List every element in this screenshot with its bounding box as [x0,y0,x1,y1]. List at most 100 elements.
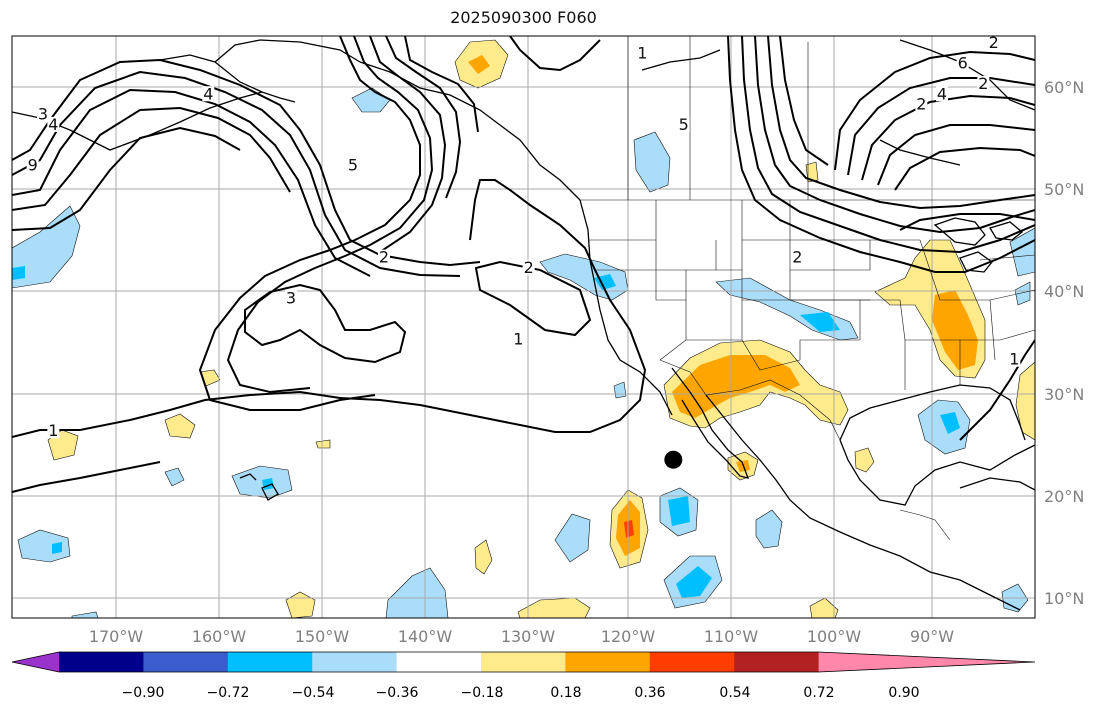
contour-label: 1 [513,329,523,348]
station-dot [664,450,683,469]
cold-anomaly-hawaii [231,465,293,499]
colorbar-tick-labels: −0.90 −0.72 −0.54 −0.36 −0.18 0.18 0.36 … [122,685,920,701]
contour-label-bg [37,106,49,122]
cold-anomaly-small-2 [164,467,185,487]
strong-cold-anomaly-small-5 [676,566,712,598]
political-borders [580,36,1035,541]
contour-label: 6 [958,54,968,73]
contour-lines [12,36,1035,493]
strong-cold-anomaly-rockies [800,312,840,332]
colorbar-tick-label: 0.54 [719,685,750,701]
lon-tick-150w: 150°W [295,627,350,646]
colorbar-swatch [396,652,482,672]
graticule [12,36,1035,618]
contour-label-bg [956,55,969,71]
colorbar-tick-label: 0.72 [803,685,834,701]
colorbar-swatch [312,652,398,672]
map-background [12,36,1035,618]
warm-anomaly-small-7 [854,447,875,473]
strong-cold-anomaly-small-4 [668,496,690,526]
colorbar-tick-label: −0.72 [207,685,250,701]
colorbar-swatch [565,652,651,672]
contour-label: 4 [937,84,947,103]
warm-anomaly-small-6 [809,597,839,618]
lat-tick-60n: 60°N [1044,78,1084,97]
warm-anomaly-small-5 [517,597,591,618]
contour-label-bg [202,86,215,102]
contour-label-bg [522,259,535,275]
cold-anomaly-small-6 [755,509,783,549]
contour-label: 5 [348,156,358,175]
chart-title: 2025090300 F060 [450,8,597,27]
coastlines [12,39,1035,611]
contour-label: 2 [524,258,534,277]
anomaly-fills [12,39,1035,618]
lat-tick-40n: 40°N [1044,282,1084,301]
colorbar-swatch [481,652,566,672]
contour-label-bg [26,157,39,173]
contour-label: 1 [1009,350,1019,369]
colorbar-tick-label: 0.90 [888,685,919,701]
contour-label-bg [47,116,60,132]
strong-warm-anomaly-midwest [932,290,978,370]
contour-label-bg [915,96,928,112]
cold-anomaly-small-10 [71,611,99,618]
strong-warm-anomaly-southwest [672,355,800,418]
contour-label-bg [636,45,649,61]
contour-label-bg [512,331,525,347]
colorbar-outline [11,651,1036,673]
contour-label: 2 [792,248,802,267]
contour-label-bg [791,249,804,265]
cold-anomaly-bc [633,131,671,193]
contour-label: 3 [286,288,296,307]
lon-tick-120w: 120°W [601,627,656,646]
colorbar-tick-label: −0.90 [122,685,165,701]
lon-tick-130w: 130°W [501,627,556,646]
cold-anomaly-gulf [917,399,971,455]
contour-label-bg [936,86,948,102]
colorbar-swatch [734,652,820,672]
contour-label-bg [987,36,1000,51]
cold-anomaly-small-3 [554,513,591,563]
warm-anomaly-small-9 [805,161,819,183]
warm-anomaly-small-2 [164,413,196,439]
lon-tick-170w: 170°W [89,627,144,646]
strong-cold-anomaly-small-1 [52,542,62,554]
contour-label-bg [677,116,690,132]
colorbar-tick-label: 0.36 [634,685,665,701]
cold-anomaly-east-2 [1014,281,1031,306]
contour-label-bg [285,290,297,306]
contour-label: 4 [203,84,213,103]
colorbar-extend-low [12,652,59,672]
contour-label: 2 [978,74,988,93]
strong-warm-anomaly-gulf-of-alaska [468,55,490,74]
colorbar-swatch [59,652,144,672]
contour-label: 2 [379,248,389,267]
contour-label: 1 [48,421,58,440]
lon-tick-90w: 90°W [910,627,954,646]
colorbar-tick-label: −0.18 [461,685,504,701]
colorbar-swatch [143,652,229,672]
warm-anomaly-small-10 [315,439,331,449]
warm-anomaly-small-4 [474,539,493,575]
lon-tick-160w: 160°W [192,627,247,646]
contour-label: 1 [637,43,647,62]
map-frame [11,35,1036,619]
contour-label: 4 [48,115,58,134]
colorbar-tick-label: −0.54 [292,685,335,701]
colorbar-extend-high [818,652,1035,672]
cold-anomaly-small-7 [385,567,449,618]
contour-label-bg [347,157,359,173]
warm-anomaly-southeast [1015,361,1035,441]
lon-tick-110w: 110°W [704,627,759,646]
colorbar-tick-label: −0.36 [376,685,419,701]
colorbar [11,651,1036,673]
lat-tick-20n: 20°N [1044,487,1084,506]
contour-label-bg [1008,351,1021,367]
very-strong-warm-anomaly [624,520,634,538]
lat-tick-10n: 10°N [1044,589,1084,608]
lat-tick-30n: 30°N [1044,385,1084,404]
colorbar-swatch [227,652,313,672]
contour-label-bg [977,76,990,92]
